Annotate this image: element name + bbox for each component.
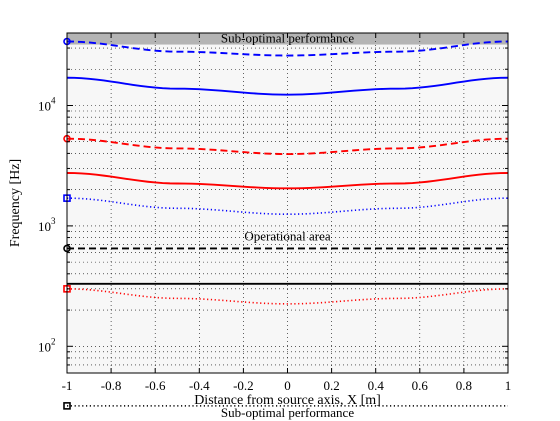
y-tick-exponent: 3 bbox=[51, 216, 56, 226]
y-tick-label: 10 bbox=[38, 339, 51, 354]
regions-layer bbox=[67, 33, 508, 373]
series-line-3 bbox=[66, 172, 509, 190]
y-tick-exponent: 4 bbox=[51, 95, 56, 105]
x-tick-label: -0.4 bbox=[189, 378, 210, 393]
x-axis-label: Distance from source axis, X [m] bbox=[194, 393, 381, 408]
series-layer bbox=[63, 37, 509, 410]
annotation-layer: Sub-optimal performance Operational area S… bbox=[221, 31, 354, 420]
x-tick-label: 0.2 bbox=[323, 378, 339, 393]
annotation-1: Operational area bbox=[244, 228, 330, 243]
x-tick-label: -0.6 bbox=[145, 378, 166, 393]
series-line-1 bbox=[66, 76, 509, 96]
x-tick-label: 0 bbox=[284, 378, 291, 393]
x-tick-label: -0.8 bbox=[101, 378, 122, 393]
annotation-0: Sub-optimal performance bbox=[221, 31, 354, 46]
series-line-0 bbox=[66, 40, 509, 57]
y-axis-label: Frequency [Hz] bbox=[8, 159, 23, 247]
y-tick-label: 10 bbox=[38, 219, 51, 234]
region-0 bbox=[67, 33, 508, 45]
x-tick-label: 0.4 bbox=[368, 378, 385, 393]
x-tick-label: -1 bbox=[62, 378, 73, 393]
series-line-7 bbox=[66, 288, 509, 305]
y-tick-label: 10 bbox=[38, 98, 51, 113]
region-1 bbox=[67, 44, 508, 373]
series-line-4 bbox=[66, 197, 509, 216]
x-tick-label: -0.2 bbox=[233, 378, 254, 393]
series-marker-8 bbox=[63, 402, 71, 410]
x-tick-label: 1 bbox=[505, 378, 512, 393]
x-tick-label: 0.8 bbox=[456, 378, 472, 393]
y-tick-exponent: 2 bbox=[51, 336, 56, 346]
series-line-2 bbox=[66, 137, 509, 156]
annotation-2: Sub-optimal performance bbox=[221, 405, 354, 420]
x-tick-label: 0.6 bbox=[412, 378, 429, 393]
